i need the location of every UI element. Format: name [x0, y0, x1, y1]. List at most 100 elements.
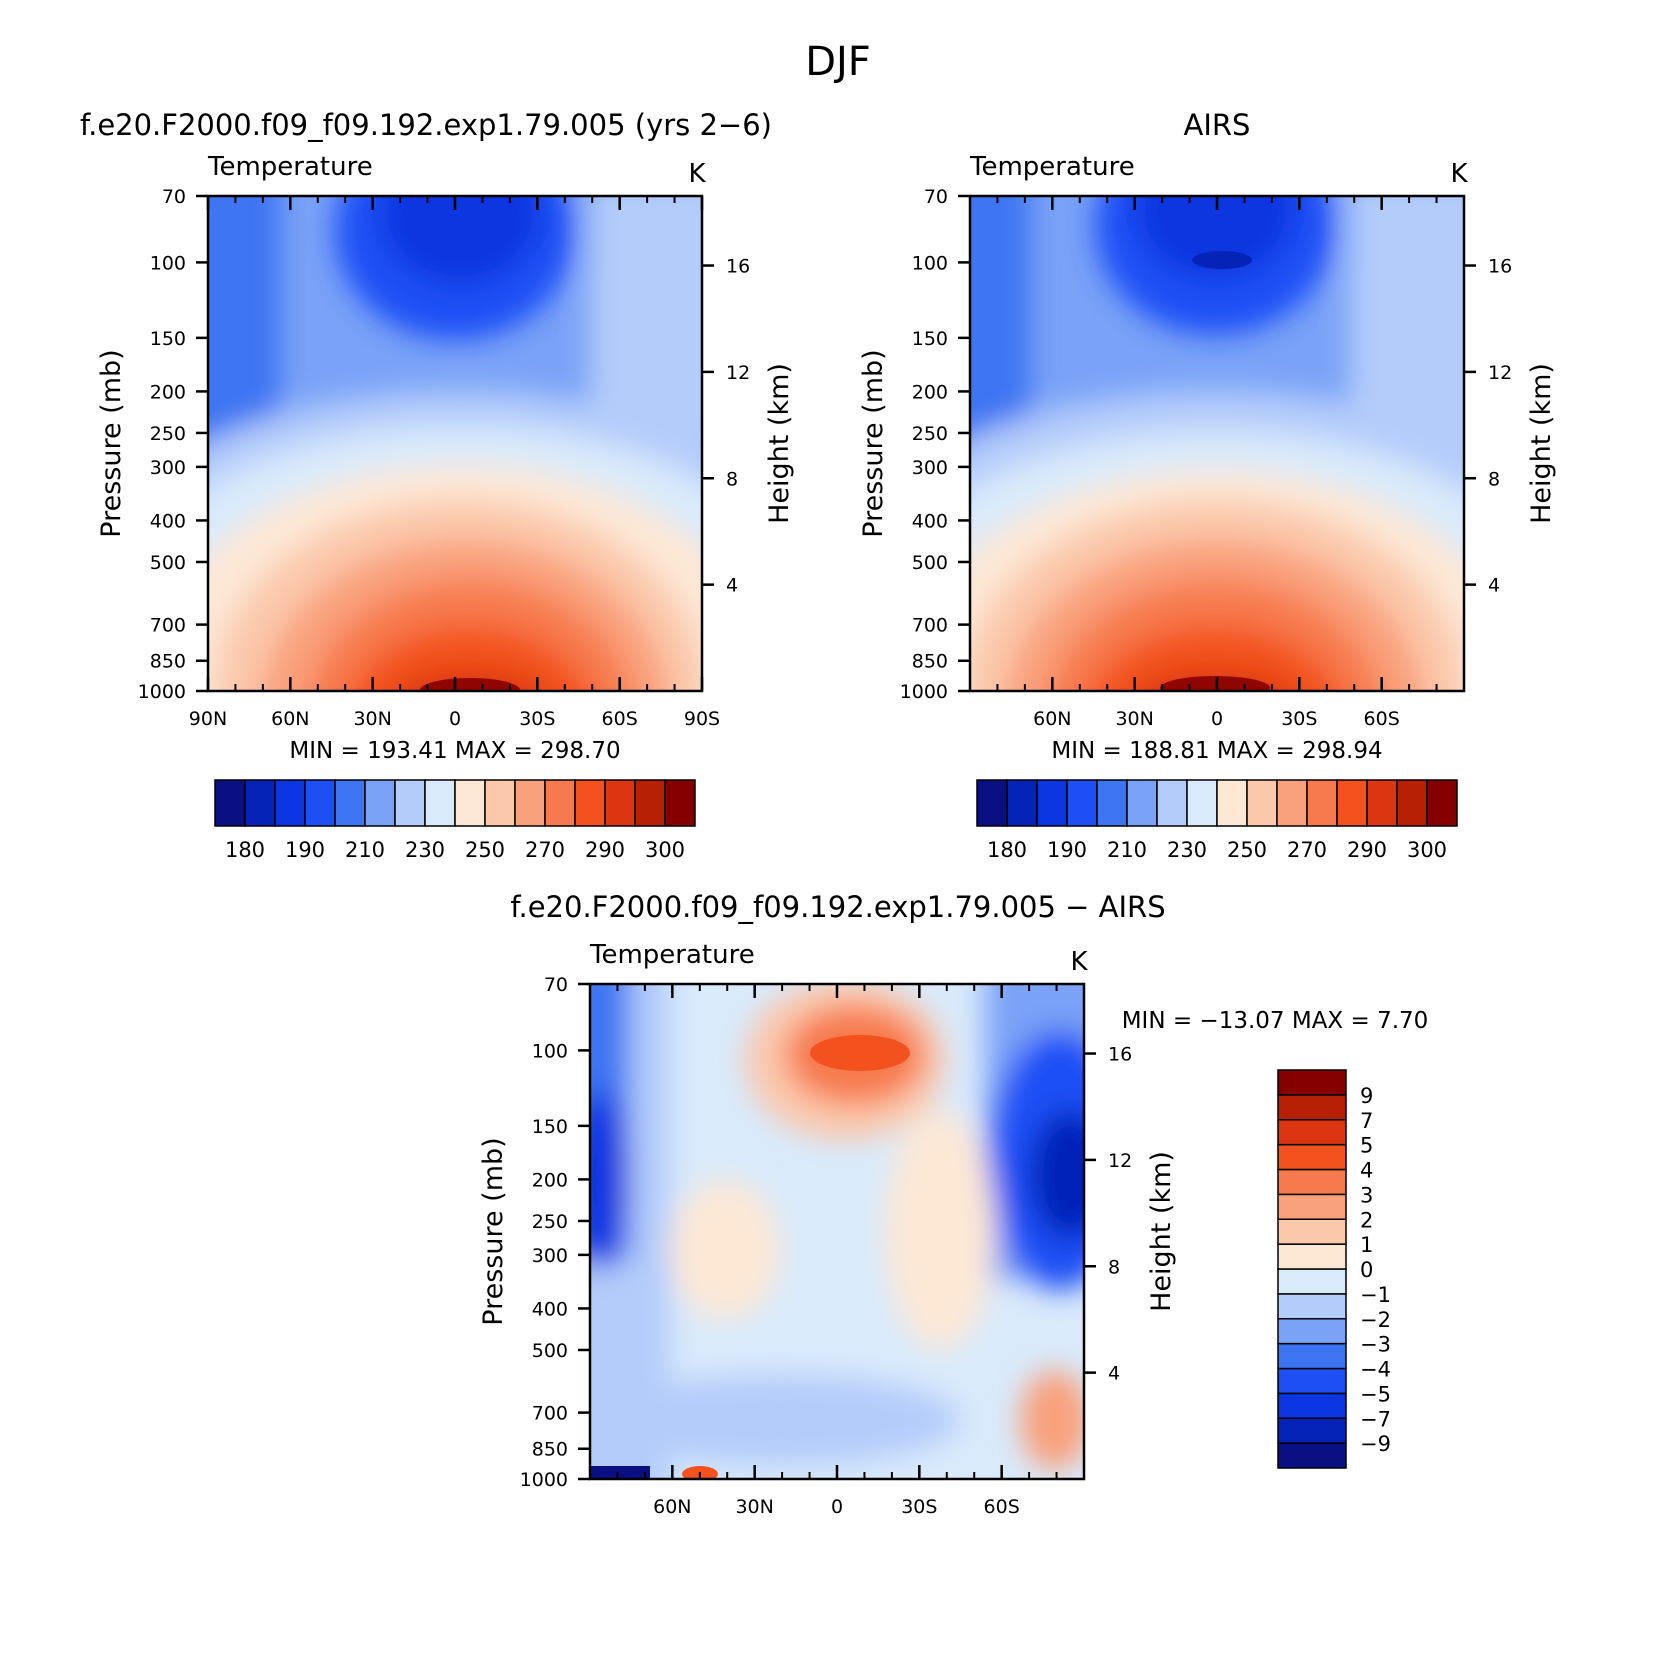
colorbar-swatch: [274, 779, 306, 827]
y2-axis-label: Height (km): [1146, 1151, 1177, 1312]
y-tick-label: 850: [912, 651, 948, 673]
colorbar-label: 7: [1360, 1109, 1373, 1133]
colorbar-swatch: [1277, 1342, 1347, 1370]
colorbar-model: 180 190 210 230 250 270 290 300: [214, 779, 696, 862]
colorbar-swatch: [1276, 779, 1308, 827]
panel-model: f.e20.F2000.f09_f09.192.exp1.79.005 (yrs…: [80, 108, 772, 693]
subtitle-left: Temperature: [207, 152, 373, 182]
colorbar-label: 4: [1360, 1159, 1373, 1183]
y-tick-label: 150: [532, 1116, 568, 1138]
y2-axis-label: Height (km): [764, 363, 795, 524]
y-tick-label: 70: [924, 186, 948, 208]
colorbar-swatch: [1096, 779, 1128, 827]
colorbar-swatch: [1277, 1442, 1347, 1469]
x-tick-label: 60S: [602, 708, 638, 730]
y2-tick-label: 16: [1488, 256, 1512, 278]
colorbar-swatch: [1006, 779, 1038, 827]
colorbar-label: 190: [1047, 838, 1087, 862]
colorbar-label: 180: [225, 838, 265, 862]
colorbar-label: −9: [1360, 1432, 1391, 1456]
colorbar-label: 210: [1107, 838, 1147, 862]
y-tick-label: 400: [532, 1298, 568, 1320]
y-tick-label: 500: [912, 552, 948, 574]
y-tick-label: 1000: [138, 681, 186, 703]
y-tick-label: 500: [150, 552, 186, 574]
colorbar-swatch: [1216, 779, 1248, 827]
x-tick-label: 30N: [735, 1496, 773, 1518]
panel-title: AIRS: [1184, 108, 1251, 142]
y-tick-label: 1000: [900, 681, 948, 703]
y2-tick-label: 8: [1108, 1256, 1120, 1278]
y-tick-label: 70: [544, 974, 568, 996]
subtitle-right: K: [1070, 947, 1088, 977]
contour-field: [590, 984, 1084, 1479]
colorbar-swatch: [1277, 1268, 1347, 1295]
min-max-stats: MIN = 193.41 MAX = 298.70: [289, 738, 620, 764]
colorbar-label: 250: [465, 838, 505, 862]
y-tick-label: 250: [532, 1211, 568, 1233]
panel-diff: f.e20.F2000.f09_f09.192.exp1.79.005 − AI…: [510, 890, 1166, 1481]
x-tick-label: 60S: [984, 1496, 1020, 1518]
panel-obs: AIRS Temperature K: [968, 108, 1468, 693]
y-tick-label: 400: [912, 510, 948, 532]
y-tick-label: 70: [162, 186, 186, 208]
colorbar-label: −5: [1360, 1382, 1391, 1406]
colorbar-swatch: [1277, 1168, 1347, 1196]
subtitle-left: Temperature: [969, 152, 1135, 182]
y-axis-label: Pressure (mb): [478, 1137, 509, 1325]
colorbar-label: 290: [585, 838, 625, 862]
y-tick-label: 700: [912, 615, 948, 637]
y2-tick-label: 12: [726, 362, 750, 384]
subtitle-right: K: [1450, 159, 1468, 189]
upper-min: [1192, 251, 1252, 269]
cold-band-upper-left: [208, 196, 280, 450]
y-tick-label: 1000: [520, 1469, 568, 1491]
colorbar-label: 230: [1167, 838, 1207, 862]
colorbar-swatch: [604, 779, 636, 827]
surface-max: [420, 678, 520, 691]
x-tick-label: 30S: [1281, 708, 1317, 730]
colorbar-swatch: [334, 779, 366, 827]
y-tick-label: 200: [912, 381, 948, 403]
min-max-stats: MIN = −13.07 MAX = 7.70: [1122, 1008, 1429, 1034]
colorbar-swatch: [1277, 1417, 1347, 1444]
colorbar-swatch: [214, 779, 246, 827]
colorbar-swatch: [484, 779, 516, 827]
x-tick-label: 60N: [653, 1496, 691, 1518]
colorbar-swatch: [1277, 1243, 1347, 1270]
lower-band-5: [349, 625, 591, 691]
y2-tick-label: 12: [1488, 362, 1512, 384]
y-tick-label: 150: [912, 328, 948, 350]
y-axis-label: Pressure (mb): [858, 349, 889, 537]
colorbar-label: −4: [1360, 1358, 1391, 1382]
tropical-cold-core-inner: [380, 196, 540, 285]
colorbar-label: 270: [1287, 838, 1327, 862]
x-tick-label: 60N: [1033, 708, 1071, 730]
y2-tick-label: 8: [1488, 468, 1500, 490]
y-tick-label: 100: [912, 252, 948, 274]
colorbar-label: −2: [1360, 1308, 1391, 1332]
colorbar-swatch: [1396, 779, 1428, 827]
axes-diff: 60N 30N 0 30S 60S701001502002503004005007008…: [478, 974, 1428, 1518]
contour-field: [208, 196, 702, 691]
x-tick-label: 30N: [1115, 708, 1153, 730]
colorbar-label: −1: [1360, 1283, 1391, 1307]
colorbar-label: 3: [1360, 1183, 1373, 1207]
colorbar-swatch: [544, 779, 576, 827]
y-tick-label: 300: [532, 1245, 568, 1267]
y-tick-label: 250: [150, 423, 186, 445]
y-tick-label: 200: [532, 1169, 568, 1191]
colorbar-label: 210: [345, 838, 385, 862]
colorbar-swatch: [1246, 779, 1278, 827]
colorbar-swatch: [244, 779, 276, 827]
colorbar-label: 230: [405, 838, 445, 862]
colorbar-swatch: [1336, 779, 1368, 827]
y-tick-label: 200: [150, 381, 186, 403]
y-tick-label: 150: [150, 328, 186, 350]
x-tick-label: 0: [831, 1496, 843, 1518]
colorbar-swatch: [664, 779, 696, 827]
colorbar-obs: 180 190 210 230 250 270 290 300: [976, 779, 1458, 862]
y-tick-label: 850: [532, 1439, 568, 1461]
y2-tick-label: 16: [726, 256, 750, 278]
